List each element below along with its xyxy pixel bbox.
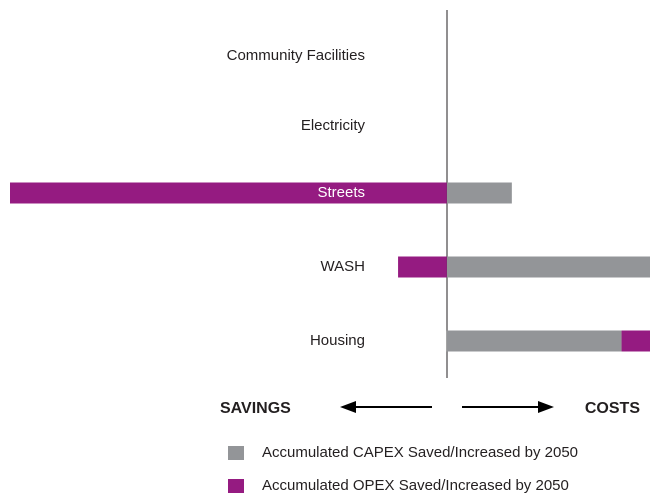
bar xyxy=(621,330,650,352)
bar xyxy=(446,182,512,204)
arrow-right-head xyxy=(538,401,554,413)
bar xyxy=(398,256,447,278)
savings-label: SAVINGS xyxy=(220,400,291,417)
bar xyxy=(446,330,622,352)
category-label: Streets xyxy=(317,184,365,201)
category-label: Community Facilities xyxy=(227,47,365,64)
legend-label: Accumulated OPEX Saved/Increased by 2050 xyxy=(262,477,569,494)
bar xyxy=(446,256,650,278)
bar xyxy=(10,182,447,204)
category-label: Housing xyxy=(310,332,365,349)
costs-label: COSTS xyxy=(585,400,640,417)
category-label: WASH xyxy=(321,258,365,275)
arrow-left-head xyxy=(340,401,356,413)
legend-swatch xyxy=(228,446,244,460)
legend-label: Accumulated CAPEX Saved/Increased by 205… xyxy=(262,444,578,461)
category-label: Electricity xyxy=(301,117,366,134)
legend-swatch xyxy=(228,479,244,493)
